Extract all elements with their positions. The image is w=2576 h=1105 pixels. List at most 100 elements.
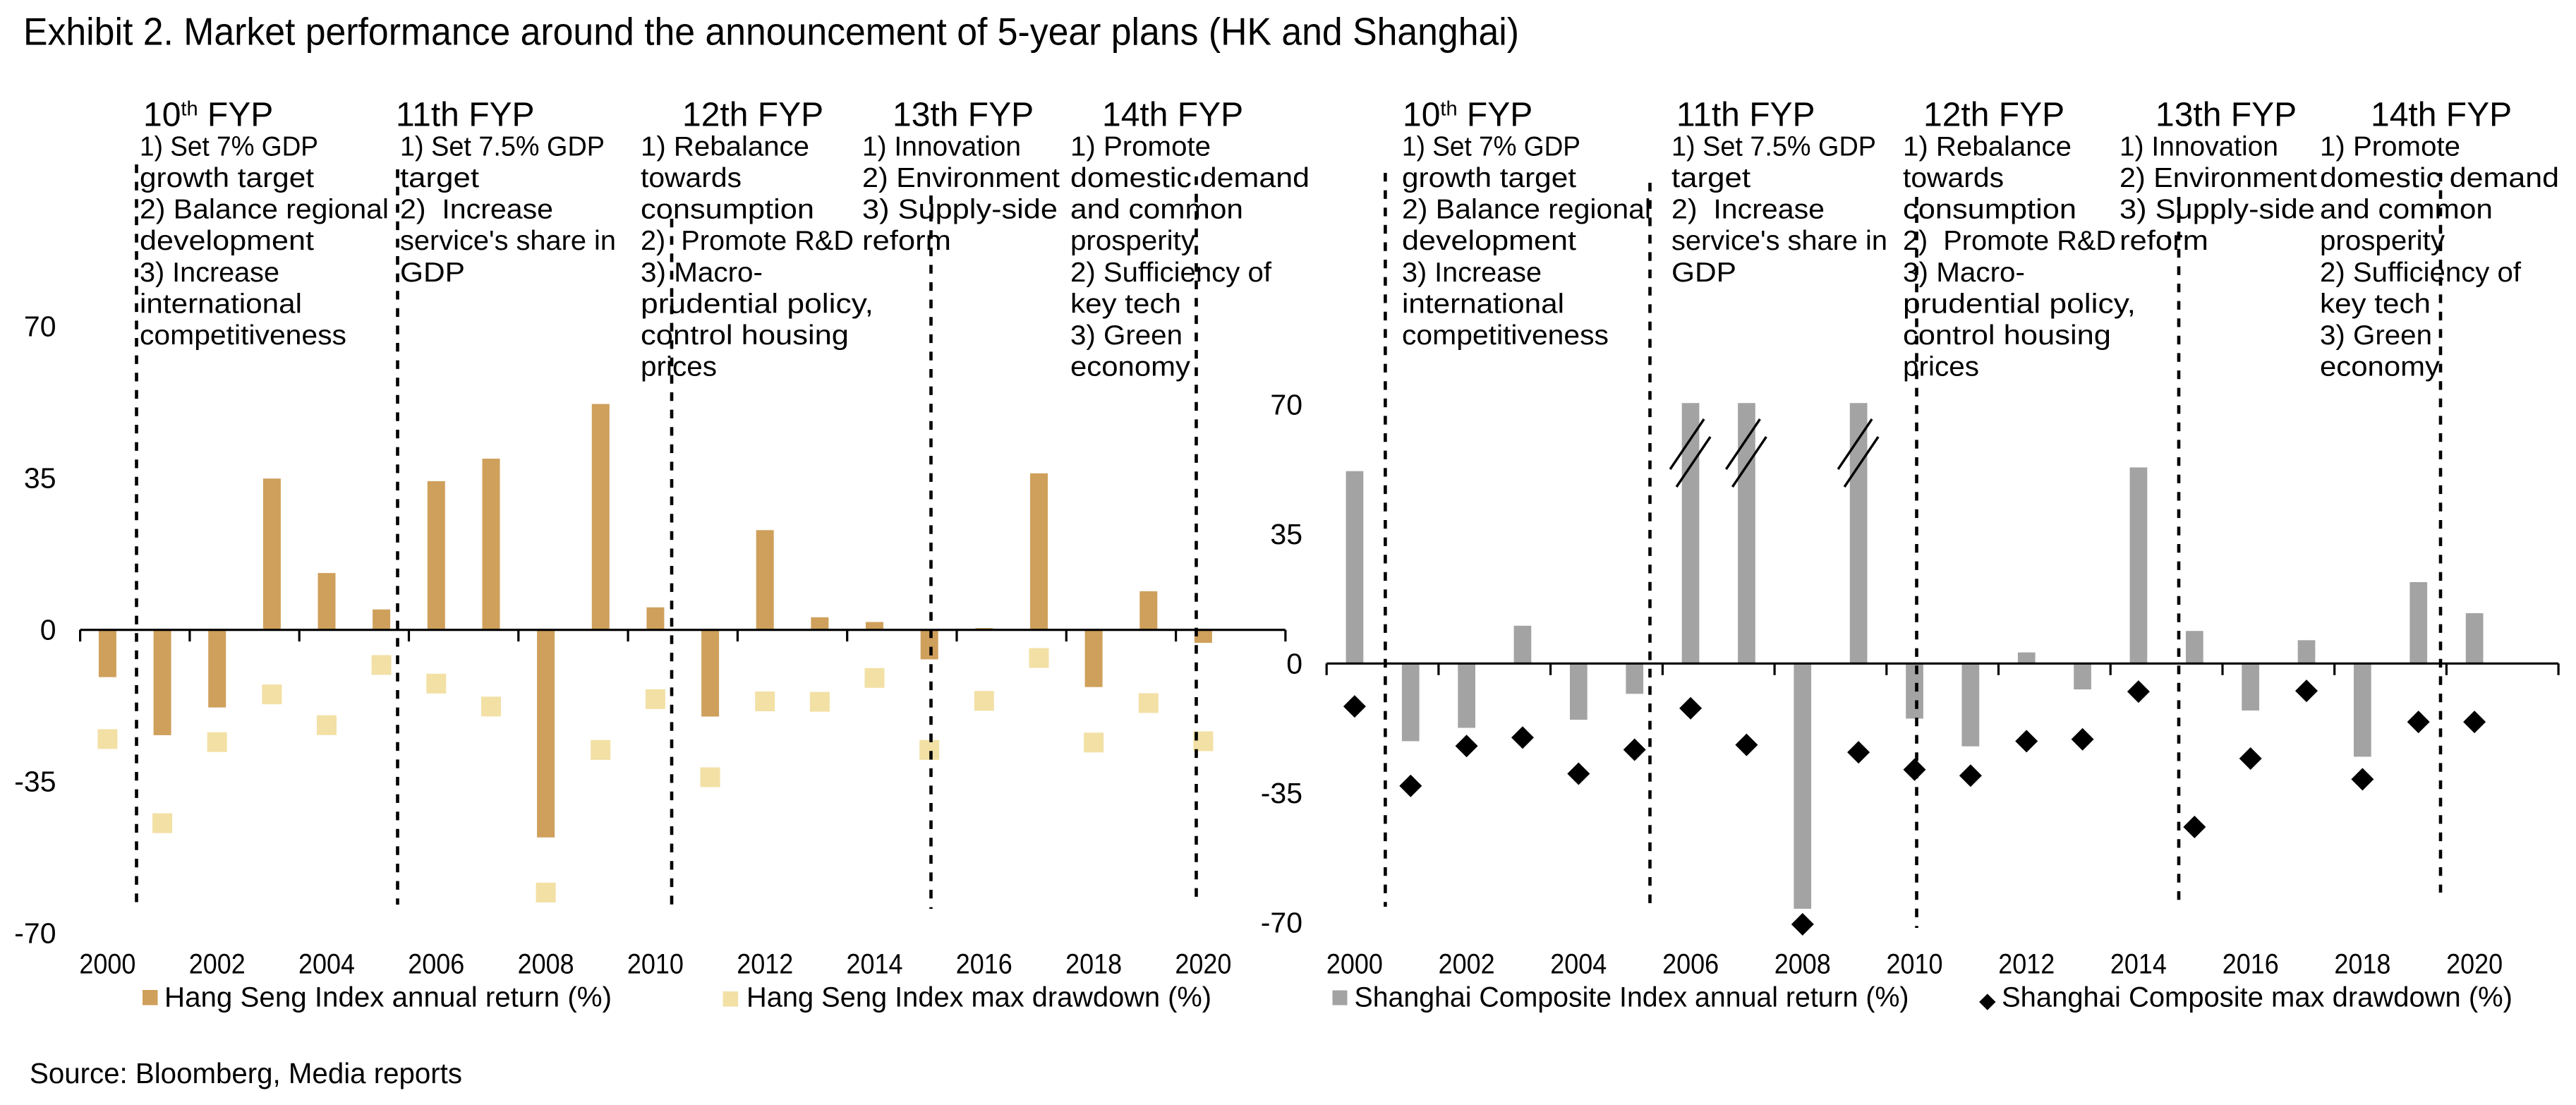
svg-text:economy: economy (2320, 352, 2441, 382)
svg-text:-70: -70 (1261, 906, 1302, 938)
svg-text:3) Green: 3) Green (1070, 320, 1183, 351)
svg-text:Shanghai Composite max drawdow: Shanghai Composite max drawdown (%) (2002, 982, 2512, 1013)
svg-text:13th FYP: 13th FYP (2155, 97, 2297, 134)
svg-text:14th FYP: 14th FYP (2371, 97, 2512, 134)
svg-text:Shanghai Composite Index annua: Shanghai Composite Index annual return (… (1355, 982, 1909, 1013)
svg-text:1) Set 7% GDP: 1) Set 7% GDP (1402, 131, 1580, 162)
svg-text:development: development (1402, 226, 1576, 256)
svg-text:35: 35 (24, 462, 56, 495)
svg-text:Exhibit 2. Market performance: Exhibit 2. Market performance around the… (23, 10, 1519, 54)
svg-text:2002: 2002 (189, 949, 246, 980)
svg-text:2020: 2020 (2446, 949, 2503, 980)
svg-text:target: target (1671, 163, 1750, 193)
svg-text:1) Set 7% GDP: 1) Set 7% GDP (140, 131, 318, 162)
svg-text:and common: and common (1070, 195, 1243, 225)
svg-text:0: 0 (40, 614, 56, 646)
svg-text:1) Set 7.5% GDP: 1) Set 7.5% GDP (400, 131, 605, 162)
svg-text:2004: 2004 (1550, 949, 1607, 980)
svg-text:towards: towards (1903, 163, 2004, 193)
svg-text:2) Environment: 2) Environment (2120, 163, 2317, 193)
svg-text:2018: 2018 (1065, 949, 1122, 980)
svg-text:prices: prices (1903, 352, 1979, 382)
svg-text:1) Set 7.5% GDP: 1) Set 7.5% GDP (1671, 131, 1876, 162)
svg-text:3) Increase: 3) Increase (1402, 258, 1542, 288)
svg-text:2014: 2014 (2110, 949, 2167, 980)
svg-text:consumption: consumption (1903, 195, 2076, 225)
svg-text:2012: 2012 (737, 949, 793, 980)
svg-text:2014: 2014 (847, 949, 903, 980)
svg-text:3) Supply-side: 3) Supply-side (862, 195, 1058, 225)
svg-text:2000: 2000 (1326, 949, 1383, 980)
svg-text:2) Balance regional: 2) Balance regional (1402, 195, 1651, 225)
svg-text:2) Balance regional: 2) Balance regional (140, 195, 389, 225)
svg-text:2016: 2016 (2223, 949, 2279, 980)
svg-text:service's share in: service's share in (400, 226, 616, 256)
svg-text:prosperity: prosperity (2320, 226, 2445, 256)
svg-text:domestic demand: domestic demand (1070, 163, 1310, 193)
svg-text:2016: 2016 (956, 949, 1012, 980)
svg-text:2) Environment: 2) Environment (862, 163, 1060, 193)
svg-text:key tech: key tech (1070, 289, 1181, 319)
svg-text:-35: -35 (1261, 777, 1302, 809)
svg-text:development: development (140, 226, 314, 256)
svg-text:control housing: control housing (641, 320, 849, 351)
svg-text:2008: 2008 (1774, 949, 1831, 980)
svg-text:Hang Seng Index annual return: Hang Seng Index annual return (%) (164, 982, 612, 1013)
svg-text:international: international (140, 289, 302, 319)
svg-text:70: 70 (1270, 388, 1302, 421)
svg-text:11th FYP: 11th FYP (396, 97, 535, 134)
svg-text:economy: economy (1070, 352, 1191, 382)
svg-text:towards: towards (641, 163, 742, 193)
svg-text:competitiveness: competitiveness (1402, 320, 1609, 351)
svg-text:reform: reform (2120, 226, 2208, 256)
svg-text:1) Innovation: 1) Innovation (2120, 131, 2278, 162)
svg-text:2010: 2010 (1887, 949, 1943, 980)
svg-text:1) Rebalance: 1) Rebalance (641, 131, 809, 162)
svg-text:domestic demand: domestic demand (2320, 163, 2559, 193)
svg-text:service's share in: service's share in (1671, 226, 1887, 256)
svg-text:and common: and common (2320, 195, 2493, 225)
svg-text:control housing: control housing (1903, 320, 2111, 351)
svg-text:prudential policy,: prudential policy, (1903, 289, 2136, 319)
svg-text:10th FYP: 10th FYP (143, 97, 273, 134)
svg-text:2) Sufficiency of: 2) Sufficiency of (2320, 258, 2521, 288)
svg-text:prudential policy,: prudential policy, (641, 289, 873, 319)
svg-text:3) Supply-side: 3) Supply-side (2120, 195, 2315, 225)
svg-text:-70: -70 (14, 917, 56, 950)
svg-text:target: target (400, 163, 479, 193)
svg-text:11th FYP: 11th FYP (1676, 97, 1815, 134)
svg-text:2008: 2008 (518, 949, 574, 980)
svg-text:2) Sufficiency of: 2) Sufficiency of (1070, 258, 1271, 288)
svg-text:3) Green: 3) Green (2320, 320, 2432, 351)
svg-text:1) Promote: 1) Promote (2320, 131, 2460, 162)
svg-text:-35: -35 (14, 766, 56, 798)
svg-text:14th FYP: 14th FYP (1102, 97, 1243, 134)
svg-text:3) Macro-: 3) Macro- (641, 258, 763, 288)
svg-text:70: 70 (24, 310, 56, 343)
svg-text:35: 35 (1270, 518, 1302, 550)
svg-text:1) Promote: 1) Promote (1070, 131, 1211, 162)
svg-text:3) Increase: 3) Increase (140, 258, 279, 288)
svg-text:prosperity: prosperity (1070, 226, 1196, 256)
svg-text:2) Promote R&D: 2) Promote R&D (641, 226, 854, 256)
svg-text:2006: 2006 (408, 949, 464, 980)
svg-text:2002: 2002 (1439, 949, 1495, 980)
svg-text:growth target: growth target (140, 163, 314, 193)
svg-text:consumption: consumption (641, 195, 814, 225)
svg-text:1) Innovation: 1) Innovation (862, 131, 1021, 162)
svg-text:2004: 2004 (298, 949, 355, 980)
svg-text:Hang Seng Index max drawdown (: Hang Seng Index max drawdown (%) (746, 982, 1211, 1013)
svg-text:2012: 2012 (1998, 949, 2055, 980)
svg-text:12th FYP: 12th FYP (682, 97, 823, 134)
svg-text:2000: 2000 (79, 949, 135, 980)
svg-text:prices: prices (641, 352, 717, 382)
svg-text:2) Increase: 2) Increase (1671, 195, 1825, 225)
svg-text:13th FYP: 13th FYP (893, 97, 1034, 134)
svg-text:growth target: growth target (1402, 163, 1576, 193)
svg-text:Source: Bloomberg, Media repor: Source: Bloomberg, Media reports (30, 1057, 462, 1089)
svg-text:2018: 2018 (2334, 949, 2390, 980)
svg-text:3) Macro-: 3) Macro- (1903, 258, 2025, 288)
svg-text:2) Promote R&D: 2) Promote R&D (1903, 226, 2116, 256)
svg-text:10th FYP: 10th FYP (1403, 97, 1532, 134)
svg-text:competitiveness: competitiveness (140, 320, 346, 351)
